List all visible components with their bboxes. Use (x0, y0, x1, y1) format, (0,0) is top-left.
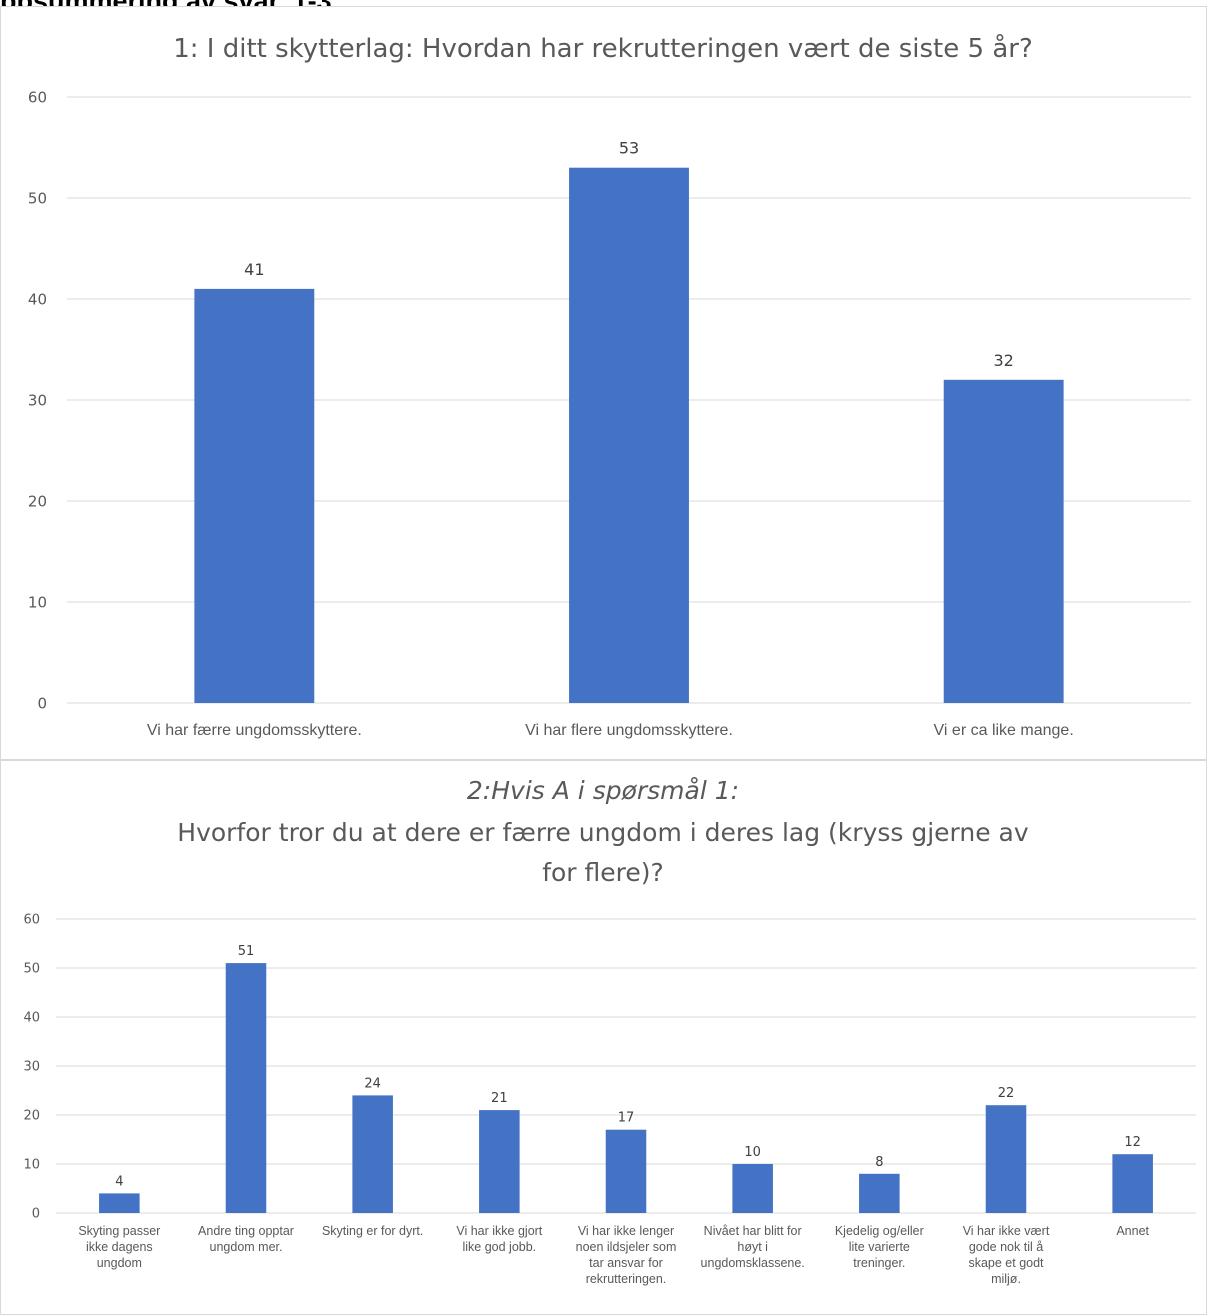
y-tick-label: 40 (23, 1011, 40, 1026)
y-tick-label: 30 (23, 1060, 40, 1075)
chart-title-line3: for flere)? (542, 858, 664, 887)
data-label: 24 (364, 1076, 381, 1091)
data-label: 51 (238, 944, 255, 959)
data-label: 8 (875, 1155, 883, 1170)
data-label: 4 (115, 1174, 123, 1189)
data-label: 32 (993, 351, 1013, 370)
bar (985, 1105, 1027, 1213)
data-label: 17 (618, 1111, 635, 1126)
category-label: Vi har ikke vært gode nok til å skape et g… (963, 1224, 1050, 1286)
data-label: 22 (998, 1086, 1015, 1101)
category-label: Annet (1116, 1224, 1149, 1238)
category-label: Andre ting opptar ungdom mer. (198, 1224, 294, 1254)
category-label: Vi er ca like mange. (934, 722, 1074, 739)
y-tick-label: 60 (28, 88, 47, 106)
category-label: Skyting er for dyrt. (322, 1224, 423, 1238)
category-label: Nivået har blitt for høyt i ungdomsklassen… (701, 1224, 805, 1270)
y-tick-label: 30 (28, 391, 47, 409)
bar (859, 1173, 900, 1213)
y-tick-label: 50 (28, 189, 47, 207)
category-label: Skyting passer ikke dagens ungdom (78, 1224, 160, 1270)
data-label: 53 (619, 139, 639, 158)
chart-title-line1: 2:Hvis A i spørsmål 1: (467, 776, 739, 805)
category-label: Vi har ikke gjort like god jobb. (456, 1224, 542, 1254)
data-label: 41 (244, 260, 264, 279)
bar (732, 1164, 773, 1213)
bar (1112, 1154, 1153, 1213)
category-label: Vi har færre ungdomsskyttere. (147, 722, 362, 739)
y-tick-label: 20 (28, 492, 47, 510)
category-label: Vi har ikke lenger noen ildsjeler som tar … (576, 1224, 677, 1286)
y-tick-label: 0 (32, 1207, 40, 1222)
chart-title: 1: I ditt skytterlag: Hvordan har rekrut… (173, 33, 1033, 64)
bar (194, 288, 315, 703)
bar (99, 1193, 140, 1213)
chart-recruitment: 1: I ditt skytterlag: Hvordan har rekrut… (28, 33, 1191, 739)
category-label: Kjedelig og/eller lite varierte treninger. (835, 1224, 924, 1270)
bar (479, 1110, 520, 1213)
chart-title-line2: Hvorfor tror du at dere er færre ungdom … (177, 818, 1029, 847)
bar (943, 379, 1064, 703)
bar (352, 1095, 393, 1213)
y-tick-label: 40 (28, 290, 47, 308)
data-label: 12 (1124, 1135, 1141, 1150)
y-tick-label: 60 (23, 913, 40, 928)
bar (225, 963, 267, 1213)
data-label: 10 (744, 1145, 761, 1160)
y-tick-label: 10 (28, 593, 47, 611)
category-label: Vi har flere ungdomsskyttere. (525, 722, 733, 739)
y-tick-label: 0 (37, 694, 47, 712)
data-label: 21 (491, 1091, 508, 1106)
chart-reasons: 2:Hvis A i spørsmål 1: Hvorfor tror du a… (23, 776, 1196, 1286)
chart-reasons-frame: 2:Hvis A i spørsmål 1: Hvorfor tror du a… (0, 760, 1207, 1315)
bar (569, 167, 689, 703)
y-tick-label: 20 (23, 1109, 40, 1124)
y-tick-label: 10 (23, 1158, 40, 1173)
y-tick-label: 50 (23, 962, 40, 977)
chart-recruitment-frame: 1: I ditt skytterlag: Hvordan har rekrut… (0, 6, 1207, 760)
bar (605, 1129, 647, 1213)
